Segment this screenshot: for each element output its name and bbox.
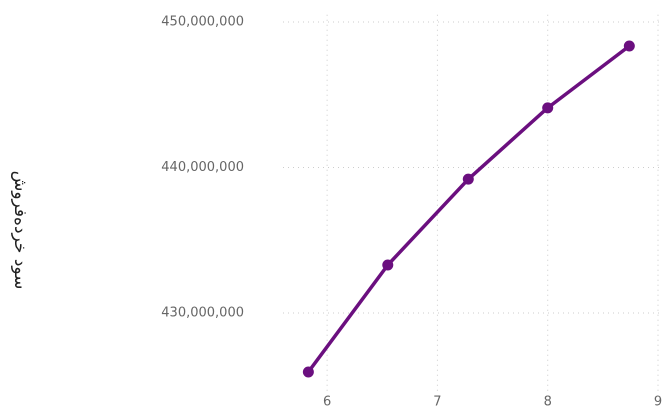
point: [462, 173, 474, 185]
point: [382, 259, 394, 271]
y-tick-label: 430,000,000: [161, 306, 244, 321]
y-tick-label: 450,000,000: [161, 14, 244, 29]
line: [306, 44, 631, 373]
x-tick-label: 8: [544, 395, 552, 409]
point: [542, 102, 554, 114]
y-tick-label: 440,000,000: [161, 160, 244, 175]
point: [302, 366, 314, 378]
x-tick-label: 7: [433, 395, 441, 409]
x-tick-label: 9: [654, 395, 662, 409]
x-tick-label: 6: [323, 395, 331, 409]
point: [623, 40, 635, 52]
y-axis-label: سود خرده‌فروش: [10, 171, 30, 290]
